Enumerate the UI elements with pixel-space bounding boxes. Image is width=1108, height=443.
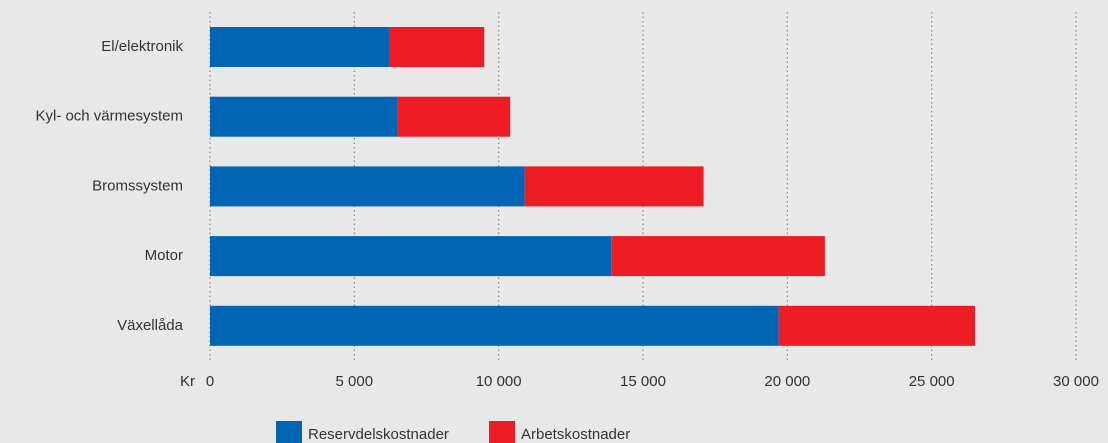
category-label: Motor [145,247,183,264]
category-label: Kyl- och värmesystem [35,108,183,125]
x-tick-label: 30 000 [1053,373,1099,390]
x-tick-label: 0 [206,373,214,390]
bar-segment [210,236,612,277]
category-label: El/elektronik [101,38,183,55]
bar-segment [210,305,779,346]
legend-swatch [489,421,515,443]
legend-swatch [276,421,302,443]
bar-segment [210,166,525,207]
x-tick-label: 10 000 [476,373,522,390]
bar-segment [524,166,704,207]
x-tick-label: 25 000 [909,373,955,390]
legend-label: Arbetskostnader [521,426,630,443]
bar-segment [388,27,485,67]
bar-segment [778,305,975,346]
legend-label: Reservdelskostnader [308,426,449,443]
category-label: Bromssystem [92,177,183,194]
bar-segment [611,236,825,277]
x-tick-label: 20 000 [764,373,810,390]
x-tick-label: 15 000 [620,373,666,390]
x-unit-label: Kr [180,373,195,390]
category-label: Växellåda [117,317,184,334]
bar-segment [397,96,511,137]
bar-segment [210,27,389,67]
x-tick-label: 5 000 [336,373,374,390]
bar-segment [210,96,398,137]
